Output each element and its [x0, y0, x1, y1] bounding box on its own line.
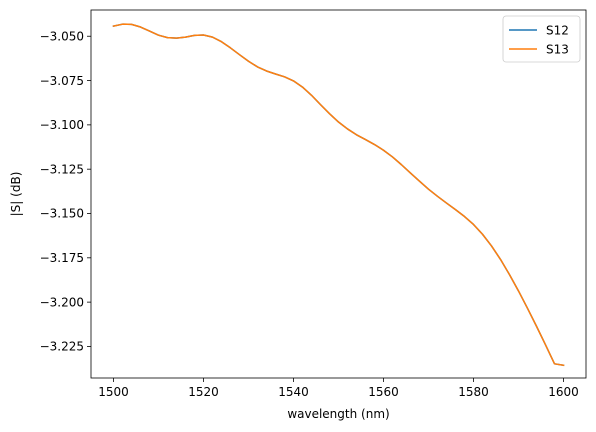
x-axis-label: wavelength (nm) [287, 407, 389, 421]
data-point-s13 [455, 209, 457, 211]
data-point-s13 [149, 30, 151, 32]
y-tick-label: −3.075 [40, 74, 84, 88]
data-point-s13 [545, 344, 547, 346]
data-point-s13 [437, 196, 439, 198]
legend-label-s12: S12 [546, 24, 569, 38]
series-line-s13 [112, 23, 565, 367]
data-point-s13 [266, 70, 268, 72]
legend: S12 S13 [502, 15, 581, 63]
data-point-s13 [428, 188, 430, 190]
data-point-s13 [257, 66, 259, 68]
y-tick-label: −3.050 [40, 29, 84, 43]
data-point-s13 [383, 149, 385, 151]
data-point-s13 [113, 25, 115, 27]
x-tick-label: 1600 [548, 385, 579, 399]
y-tick-label: −3.100 [40, 118, 84, 132]
data-point-s13 [482, 233, 484, 235]
data-point-s13 [329, 113, 331, 115]
data-point-s13 [401, 164, 403, 166]
data-point-s13 [563, 364, 565, 366]
data-point-s13 [464, 216, 466, 218]
data-point-s13 [140, 26, 142, 28]
y-tick-label: −3.125 [40, 162, 84, 176]
data-point-s13 [131, 24, 133, 26]
data-point-s13 [473, 224, 475, 226]
x-tick-label: 1580 [458, 385, 489, 399]
y-tick-label: −3.225 [40, 340, 84, 354]
y-axis: −3.050 −3.075 −3.100 −3.125 −3.150 −3.175 −3.2… [40, 29, 91, 354]
data-point-s13 [185, 36, 187, 38]
data-point-s13 [158, 34, 160, 36]
data-point-s13 [392, 156, 394, 158]
y-tick-label: −3.150 [40, 207, 84, 221]
data-point-s13 [239, 54, 241, 56]
axes-frame [90, 9, 587, 379]
data-point-s13 [203, 34, 205, 36]
data-point-s13 [500, 259, 502, 261]
data-point-s13 [365, 139, 367, 141]
data-point-s13 [248, 60, 250, 62]
data-point-s13 [221, 41, 223, 43]
data-point-s13 [338, 121, 340, 123]
x-tick-label: 1520 [188, 385, 219, 399]
data-point-s13 [194, 35, 196, 37]
x-tick-label: 1540 [278, 385, 309, 399]
y-axis-label: |S| (dB) [9, 172, 23, 217]
data-point-s13 [302, 86, 304, 88]
x-axis: 1500 1520 1540 1560 1580 1600 [98, 378, 579, 399]
data-point-s13 [536, 325, 538, 327]
data-point-s13 [518, 290, 520, 292]
data-point-s13 [347, 128, 349, 130]
data-point-s13 [509, 274, 511, 276]
data-point-s13 [284, 76, 286, 78]
x-tick-label: 1560 [368, 385, 399, 399]
data-point-s13 [293, 80, 295, 82]
data-point-s13 [167, 37, 169, 39]
data-point-s13 [176, 37, 178, 39]
data-point-s13 [491, 245, 493, 247]
legend-label-s13: S13 [546, 43, 569, 57]
data-point-s13 [527, 308, 529, 310]
legend-frame [502, 15, 581, 63]
data-point-s13 [230, 47, 232, 49]
data-point-s13 [122, 23, 124, 25]
data-point-s13 [446, 202, 448, 204]
data-point-s13 [410, 172, 412, 174]
data-point-s13 [374, 144, 376, 146]
data-point-s13 [275, 73, 277, 75]
y-tick-label: −3.200 [40, 295, 84, 309]
plot-area [91, 10, 586, 378]
x-tick-label: 1500 [98, 385, 129, 399]
data-point-s13 [212, 36, 214, 38]
data-point-s13 [320, 104, 322, 106]
y-tick-label: −3.175 [40, 251, 84, 265]
data-point-s13 [419, 180, 421, 182]
series-layer [112, 23, 565, 367]
data-point-s13 [554, 363, 556, 365]
data-point-s13 [311, 95, 313, 97]
data-point-s13 [356, 134, 358, 136]
